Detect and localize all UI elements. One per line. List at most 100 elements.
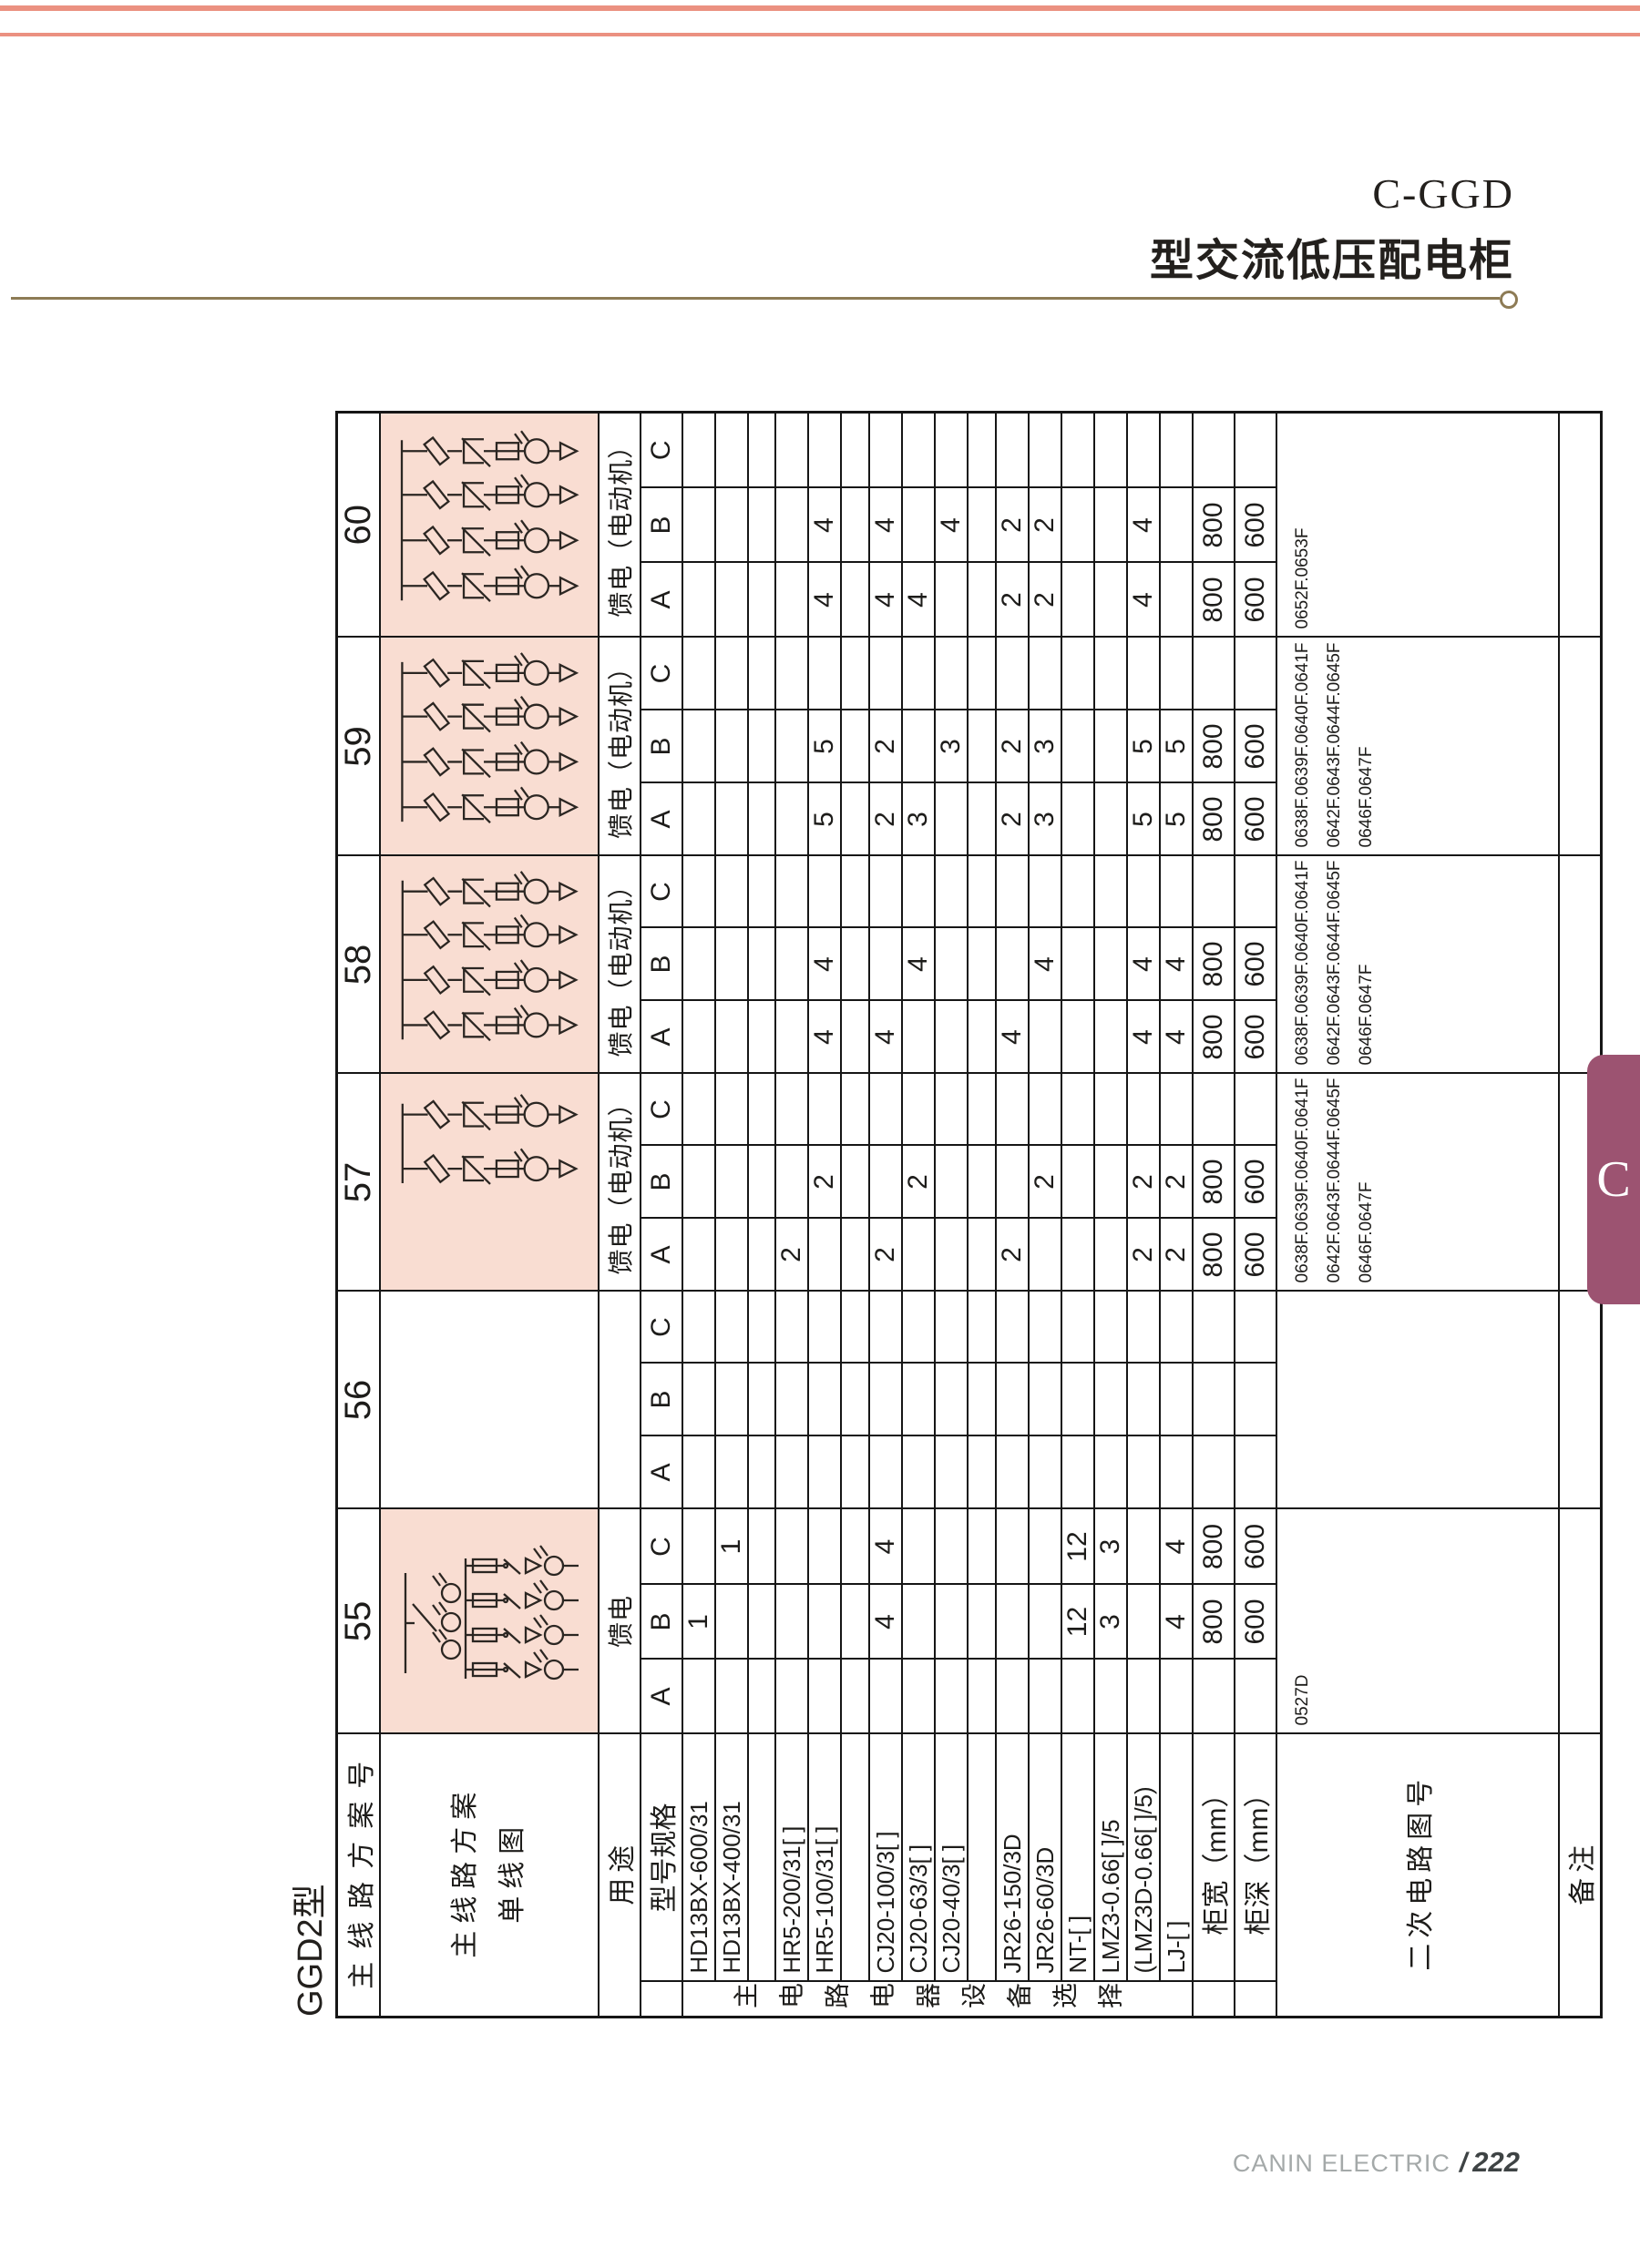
value-cell-58C	[682, 855, 715, 928]
diagram-cell-55	[380, 1508, 599, 1734]
value-cell-55C	[1127, 1508, 1160, 1585]
value-cell-57B	[682, 1145, 715, 1219]
value-cell-60B: 2	[1029, 487, 1061, 563]
value-cell-57B	[775, 1145, 808, 1219]
value-cell-59B	[968, 710, 996, 783]
value-cell-57C	[968, 1073, 996, 1146]
value-cell-56C	[1094, 1291, 1127, 1364]
width-cell-56A	[1193, 1435, 1235, 1509]
secondary-cell-60: 0652F.0653F	[1276, 412, 1559, 638]
single-line-diagram-58	[401, 871, 579, 1042]
value-cell-60C	[935, 412, 968, 488]
value-cell-60B	[841, 487, 869, 563]
diagram-cell-58	[380, 855, 599, 1074]
value-cell-57B	[1061, 1145, 1094, 1219]
value-cell-57A	[1061, 1218, 1094, 1292]
value-cell-55B	[808, 1584, 841, 1660]
component-name-CJ20-100/3[ ]: CJ20-100/3[ ]	[869, 1733, 902, 1982]
subcol-header-59-B: B	[641, 710, 682, 783]
value-cell-56B	[996, 1363, 1029, 1436]
value-cell-55A	[841, 1659, 869, 1734]
single-line-diagram-55	[404, 1545, 579, 1681]
value-cell-58A	[1061, 1000, 1094, 1074]
table-row: 二次电路图号 0527D 0638F.0639F.0640F.0641F 0642F.…	[1276, 412, 1559, 2018]
value-cell-59C	[841, 637, 869, 710]
value-cell-58B: 4	[1160, 927, 1193, 1001]
value-cell-59A: 5	[1160, 782, 1193, 856]
diagram-cell-57	[380, 1073, 599, 1292]
value-cell-56C	[1160, 1291, 1193, 1364]
depth-cell-56B	[1235, 1363, 1276, 1436]
value-cell-59B: 3	[935, 710, 968, 783]
value-cell-59B	[775, 710, 808, 783]
top-accent-line-1	[0, 5, 1640, 11]
value-cell-55B	[935, 1584, 968, 1660]
value-cell-55C	[902, 1508, 935, 1585]
secondary-drawing-number: 0642F.0643F.0644F.0645F	[1325, 860, 1344, 1066]
value-cell-59B	[902, 710, 935, 783]
value-cell-60B	[682, 487, 715, 563]
value-cell-56A	[841, 1435, 869, 1509]
value-cell-58C	[1094, 855, 1127, 928]
value-cell-57A	[968, 1218, 996, 1292]
row-label-secondary: 二次电路图号	[1276, 1733, 1559, 2018]
secondary-drawing-number: 0642F.0643F.0644F.0645F	[1325, 1078, 1344, 1283]
value-cell-57A: 2	[1160, 1218, 1193, 1292]
table-row: NT-[ ] 12 12	[1061, 412, 1094, 2017]
value-cell-60C	[902, 412, 935, 488]
value-cell-55A	[968, 1659, 996, 1734]
value-cell-58C	[841, 855, 869, 928]
value-cell-57C	[869, 1073, 902, 1146]
value-cell-56C	[1127, 1291, 1160, 1364]
value-cell-59B	[1094, 710, 1127, 783]
value-cell-59C	[996, 637, 1029, 710]
value-cell-55B	[841, 1584, 869, 1660]
value-cell-55A	[869, 1659, 902, 1734]
footer-separator: /	[1459, 2148, 1468, 2178]
value-cell-57C	[715, 1073, 748, 1146]
remark-cell-58	[1559, 855, 1602, 1074]
value-cell-59C	[682, 637, 715, 710]
value-cell-56A	[1029, 1435, 1061, 1509]
row-label-diagram-line2: 单线图	[497, 1819, 528, 1924]
value-cell-55A	[682, 1659, 715, 1734]
value-cell-60C	[968, 412, 996, 488]
subcol-header-58-A: A	[641, 1000, 682, 1074]
subcol-header-60-A: A	[641, 562, 682, 638]
value-cell-55C	[808, 1508, 841, 1585]
width-cell-60B: 800	[1193, 487, 1235, 563]
diagram-cell-60	[380, 412, 599, 638]
value-cell-56B	[1029, 1363, 1061, 1436]
value-cell-58C	[902, 855, 935, 928]
value-cell-59C	[1127, 637, 1160, 710]
value-cell-60A	[841, 562, 869, 638]
row-label-depth: 柜深（mm）	[1235, 1733, 1276, 1982]
value-cell-59B: 5	[1127, 710, 1160, 783]
value-cell-59B: 2	[869, 710, 902, 783]
value-cell-59C	[748, 637, 775, 710]
value-cell-58C	[808, 855, 841, 928]
width-cell-55B: 800	[1193, 1584, 1235, 1660]
value-cell-59C	[935, 637, 968, 710]
value-cell-57A	[808, 1218, 841, 1292]
table-row: CJ20-100/3[ ] 4 4 2 4 2 2 4 4	[869, 412, 902, 2017]
width-cell-60C	[1193, 412, 1235, 488]
main-circuit-scheme-table: 主线路方案号 55 56 57 58 59 60 主线路方案 单线图 用途 馈电 馈电（电动机） 馈电（…	[335, 410, 1603, 2018]
value-cell-59A: 2	[869, 782, 902, 856]
value-cell-58C	[715, 855, 748, 928]
depth-cell-58B: 600	[1235, 927, 1276, 1001]
value-cell-60A: 4	[902, 562, 935, 638]
value-cell-58B: 4	[808, 927, 841, 1001]
value-cell-58B	[748, 927, 775, 1001]
table-row	[841, 412, 869, 2017]
value-cell-55A	[996, 1659, 1029, 1734]
value-cell-55B	[902, 1584, 935, 1660]
secondary-drawing-number: 0638F.0639F.0640F.0641F	[1293, 1078, 1312, 1283]
usage-cell-59: 馈电（电动机）	[599, 637, 641, 856]
value-cell-57B: 2	[1127, 1145, 1160, 1219]
value-cell-56A	[748, 1435, 775, 1509]
secondary-cell-58: 0638F.0639F.0640F.0641F 0642F.0643F.0644F…	[1276, 855, 1559, 1074]
depth-cell-57A: 600	[1235, 1218, 1276, 1292]
table-row: 型号规格 A B C A B C A B C A B C A B C A B C	[641, 412, 682, 2018]
value-cell-58A	[902, 1000, 935, 1074]
